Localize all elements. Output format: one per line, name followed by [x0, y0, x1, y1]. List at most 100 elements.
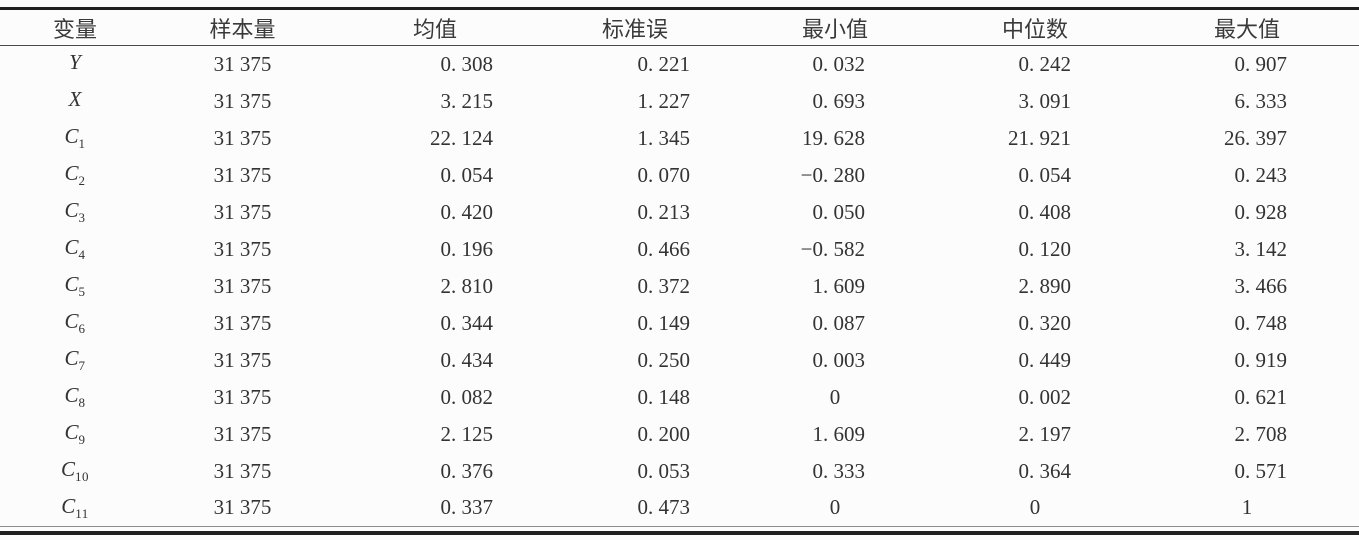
mean-cell: 0. 420: [440, 199, 494, 224]
mean-cell: 3. 215: [440, 88, 494, 113]
median-cell: 0. 449: [1018, 347, 1072, 372]
variable-cell: C7: [0, 342, 150, 379]
mean-cell: 0. 054: [440, 162, 494, 187]
variable-base: Y: [69, 50, 81, 75]
variable-cell: C11: [0, 489, 150, 527]
maximum-cell: 0. 907: [1234, 51, 1288, 76]
minimum-cell: 0. 087: [812, 310, 866, 335]
maximum-cell: 0. 621: [1234, 384, 1288, 409]
variable-base: X: [68, 87, 82, 111]
variable-subscript: 10: [75, 469, 89, 484]
variable-name: C4: [64, 235, 85, 262]
mean-cell: 0. 337: [335, 489, 535, 527]
minimum-cell: 0. 050: [812, 199, 866, 224]
median-cell: 2. 890: [1018, 273, 1072, 298]
sample-size-cell: 31 375: [213, 162, 272, 187]
minimum-cell: 0. 003: [812, 347, 866, 372]
variable-base: C: [64, 161, 79, 185]
sample-size-cell: 31 375: [213, 458, 272, 483]
variable-subscript: 1: [78, 136, 86, 151]
variable-base: C: [64, 420, 79, 444]
variable-cell: C10: [0, 453, 150, 490]
mean-cell: 0. 434: [440, 347, 494, 372]
mean-cell: 2. 125: [440, 421, 494, 446]
variable-base: C: [61, 493, 76, 518]
std-error-cell: 0. 221: [637, 51, 691, 76]
variable-subscript: 9: [78, 432, 86, 447]
sample-size-cell: 31 375: [213, 347, 272, 372]
variable-name: C11: [61, 493, 89, 521]
table-row: C7 31 375 0. 434 0. 250 0. 003 0. 449 0.…: [0, 342, 1359, 379]
maximum-cell: 0. 928: [1234, 199, 1288, 224]
std-error-cell: 0. 053: [637, 458, 691, 483]
variable-subscript: 5: [78, 284, 86, 299]
table-row: C6 31 375 0. 344 0. 149 0. 087 0. 320 0.…: [0, 305, 1359, 342]
column-header-minimum: 最小值: [735, 8, 935, 46]
median-cell: 0. 002: [1018, 384, 1072, 409]
table-row: C3 31 375 0. 420 0. 213 0. 050 0. 408 0.…: [0, 194, 1359, 231]
std-error-cell: 1. 227: [637, 88, 691, 113]
variable-base: C: [60, 457, 75, 481]
std-error-cell: 0. 213: [637, 199, 691, 224]
variable-name: C8: [64, 383, 85, 410]
median-cell: 21. 921: [1008, 125, 1071, 150]
column-header-sample-size: 样本量: [150, 8, 335, 46]
table-row: C1 31 375 22. 124 1. 345 19. 628 21. 921…: [0, 120, 1359, 157]
std-error-cell: 1. 345: [637, 125, 691, 150]
minimum-cell: 1. 609: [812, 273, 866, 298]
variable-name: C1: [64, 124, 86, 151]
variable-base: C: [64, 309, 79, 333]
maximum-cell: 0. 243: [1234, 162, 1288, 187]
variable-cell: C6: [0, 305, 150, 342]
variable-subscript: 2: [78, 173, 86, 188]
mean-cell: 0. 196: [440, 236, 494, 261]
table-row: C5 31 375 2. 810 0. 372 1. 609 2. 890 3.…: [0, 268, 1359, 305]
table-row: C11 31 375 0. 337 0. 473 0 0 1: [0, 489, 1359, 527]
variable-subscript: 3: [78, 210, 86, 225]
variable-base: C: [64, 383, 79, 407]
variable-cell: C5: [0, 268, 150, 305]
median-cell: 2. 197: [1018, 421, 1072, 446]
minimum-cell: 0. 333: [812, 458, 866, 483]
maximum-cell: 26. 397: [1224, 125, 1287, 150]
maximum-cell: 0. 748: [1234, 310, 1288, 335]
table-row: X 31 375 3. 215 1. 227 0. 693 3. 091 6. …: [0, 83, 1359, 120]
table-row: C8 31 375 0. 082 0. 148 0 0. 002 0. 621: [0, 379, 1359, 416]
column-header-maximum: 最大值: [1135, 8, 1359, 46]
variable-name: C9: [64, 420, 86, 447]
variable-base: C: [64, 235, 79, 259]
column-header-variable: 变量: [0, 8, 150, 46]
std-error-cell: 0. 372: [637, 273, 691, 298]
variable-base: C: [64, 124, 79, 148]
median-cell: 0. 242: [1018, 51, 1072, 76]
mean-cell: 0. 376: [440, 458, 494, 483]
sample-size-cell: 31 375: [213, 51, 272, 76]
maximum-cell: 0. 571: [1234, 458, 1288, 483]
variable-subscript: 6: [78, 321, 86, 336]
median-cell: 0: [935, 489, 1135, 527]
table-row: C9 31 375 2. 125 0. 200 1. 609 2. 197 2.…: [0, 416, 1359, 453]
variable-base: C: [64, 272, 79, 296]
std-error-cell: 0. 466: [637, 236, 691, 261]
variable-cell: X: [0, 83, 150, 120]
mean-cell: 2. 810: [440, 273, 494, 298]
variable-cell: C8: [0, 379, 150, 416]
variable-name: C3: [64, 198, 86, 225]
sample-size-cell: 31 375: [213, 273, 272, 298]
minimum-cell: 0. 032: [812, 51, 866, 76]
column-header-std-error: 标准误: [535, 8, 735, 46]
maximum-cell: 2. 708: [1234, 421, 1288, 446]
std-error-cell: 0. 148: [637, 384, 691, 409]
variable-cell: C4: [0, 231, 150, 268]
maximum-cell: 1: [1135, 489, 1359, 527]
std-error-cell: 0. 070: [637, 162, 691, 187]
variable-cell: C9: [0, 416, 150, 453]
variable-cell: C3: [0, 194, 150, 231]
median-cell: 0. 364: [1018, 458, 1072, 483]
sample-size-cell: 31 375: [213, 125, 272, 150]
sample-size-cell: 31 375: [213, 236, 272, 261]
maximum-cell: 0. 919: [1234, 347, 1288, 372]
minimum-cell: 1. 609: [812, 421, 866, 446]
variable-subscript: 11: [75, 505, 89, 521]
